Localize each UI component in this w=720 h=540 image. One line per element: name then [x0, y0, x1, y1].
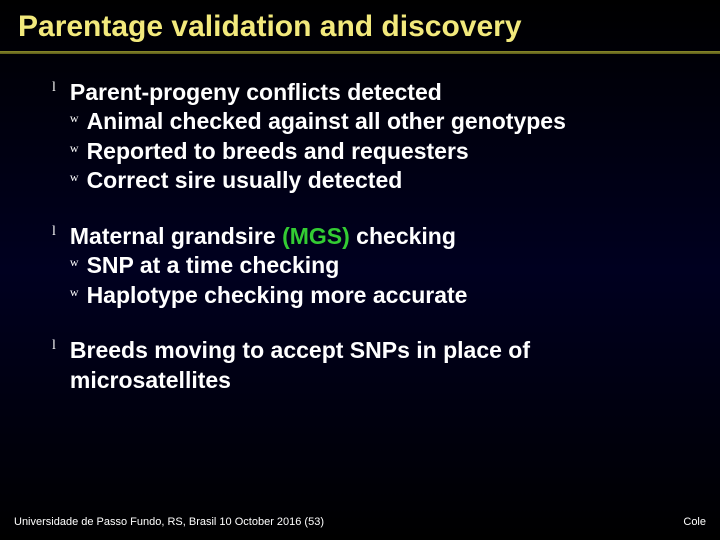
slide: Parentage validation and discovery l Par… [0, 0, 720, 540]
sub-bullet-glyph: w [70, 285, 79, 300]
sub-item: w SNP at a time checking [70, 251, 468, 280]
slide-content: l Parent-progeny conflicts detected w An… [0, 78, 720, 395]
sub-text: SNP at a time checking [87, 251, 340, 280]
sub-item: w Reported to breeds and requesters [70, 137, 566, 166]
text-part-accent: (MGS) [282, 223, 350, 249]
sub-list-0: w Animal checked against all other genot… [70, 107, 566, 195]
bullet-body: Breeds moving to accept SNPs in place of… [70, 336, 680, 395]
footer-left: Universidade de Passo Fundo, RS, Brasil … [14, 516, 324, 528]
sub-bullet-glyph: w [70, 111, 79, 126]
sub-bullet-glyph: w [70, 255, 79, 270]
sub-item: w Haplotype checking more accurate [70, 281, 468, 310]
footer-right: Cole [683, 516, 706, 528]
sub-item: w Animal checked against all other genot… [70, 107, 566, 136]
sub-item: w Correct sire usually detected [70, 166, 566, 195]
slide-title: Parentage validation and discovery [0, 0, 720, 51]
bullet-item-2: l Breeds moving to accept SNPs in place … [52, 336, 680, 395]
bullet-item-1: l Maternal grandsire (MGS) checking w SN… [52, 222, 680, 310]
bullet-item-0: l Parent-progeny conflicts detected w An… [52, 78, 680, 196]
sub-list-1: w SNP at a time checking w Haplotype che… [70, 251, 468, 310]
slide-footer: Universidade de Passo Fundo, RS, Brasil … [0, 516, 720, 528]
sub-text: Animal checked against all other genotyp… [87, 107, 566, 136]
bullet-text-mixed: Maternal grandsire (MGS) checking [70, 222, 468, 251]
bullet-glyph: l [52, 80, 56, 96]
bullet-text: Breeds moving to accept SNPs in place of… [70, 336, 680, 395]
title-underline [0, 51, 720, 54]
bullet-body: Parent-progeny conflicts detected w Anim… [70, 78, 566, 196]
text-part: Maternal grandsire [70, 223, 282, 249]
bullet-body: Maternal grandsire (MGS) checking w SNP … [70, 222, 468, 310]
sub-text: Reported to breeds and requesters [87, 137, 469, 166]
text-part: checking [350, 223, 456, 249]
sub-bullet-glyph: w [70, 141, 79, 156]
sub-bullet-glyph: w [70, 170, 79, 185]
bullet-text: Parent-progeny conflicts detected [70, 78, 566, 107]
sub-text: Correct sire usually detected [87, 166, 403, 195]
bullet-glyph: l [52, 224, 56, 240]
bullet-glyph: l [52, 338, 56, 354]
sub-text: Haplotype checking more accurate [87, 281, 468, 310]
